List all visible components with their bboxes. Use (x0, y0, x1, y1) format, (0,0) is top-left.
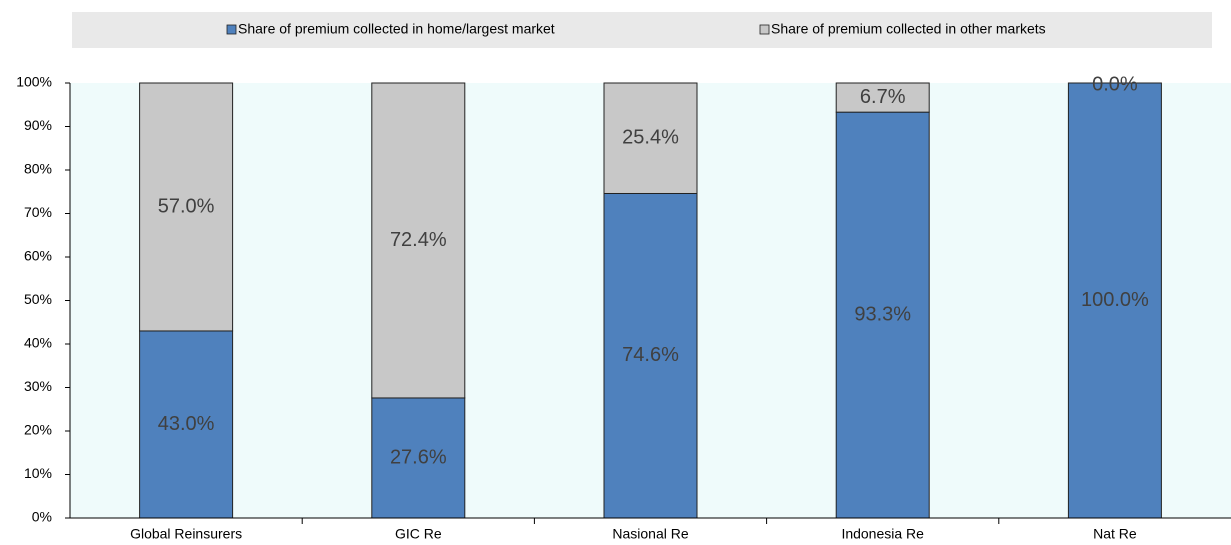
y-tick-label: 70% (24, 204, 52, 220)
legend-marker (226, 24, 237, 35)
y-tick-label: 60% (24, 248, 52, 264)
x-tick-label: GIC Re (395, 526, 442, 542)
bar-segment (139, 82, 234, 332)
y-tick-label: 40% (24, 335, 52, 351)
bar-segment (835, 82, 930, 113)
value-label: 43.0% (158, 413, 215, 435)
x-tick-label: Indonesia Re (841, 526, 924, 542)
value-label: 72.4% (390, 229, 447, 251)
legend-label: Share of premium collected in other mark… (771, 21, 1046, 37)
value-label: 100.0% (1081, 289, 1149, 311)
y-tick-label: 20% (24, 422, 52, 438)
value-label: 0.0% (1092, 73, 1138, 95)
value-label: 57.0% (158, 195, 215, 217)
bar-segment (1067, 82, 1162, 519)
x-tick-label: Nat Re (1093, 526, 1137, 542)
y-tick-label: 10% (24, 465, 52, 481)
legend-label: Share of premium collected in home/large… (238, 21, 555, 37)
value-label: 93.3% (854, 303, 911, 325)
y-tick-label: 30% (24, 378, 52, 394)
bar-segment (603, 192, 698, 519)
bar-segment (603, 82, 698, 194)
legend-marker (759, 24, 770, 35)
value-label: 74.6% (622, 344, 679, 366)
x-tick-label: Nasional Re (612, 526, 688, 542)
y-tick-label: 90% (24, 117, 52, 133)
y-tick-label: 100% (16, 74, 52, 90)
value-label: 6.7% (860, 86, 906, 108)
y-tick-label: 80% (24, 161, 52, 177)
bar-segment (371, 397, 466, 519)
x-tick-label: Global Reinsurers (130, 526, 242, 542)
value-label: 25.4% (622, 127, 679, 149)
bar-segment (139, 330, 234, 519)
y-tick-label: 0% (32, 509, 52, 525)
legend-background (72, 12, 1212, 48)
y-tick-label: 50% (24, 291, 52, 307)
bar-segment (371, 82, 466, 399)
value-label: 27.6% (390, 446, 447, 468)
